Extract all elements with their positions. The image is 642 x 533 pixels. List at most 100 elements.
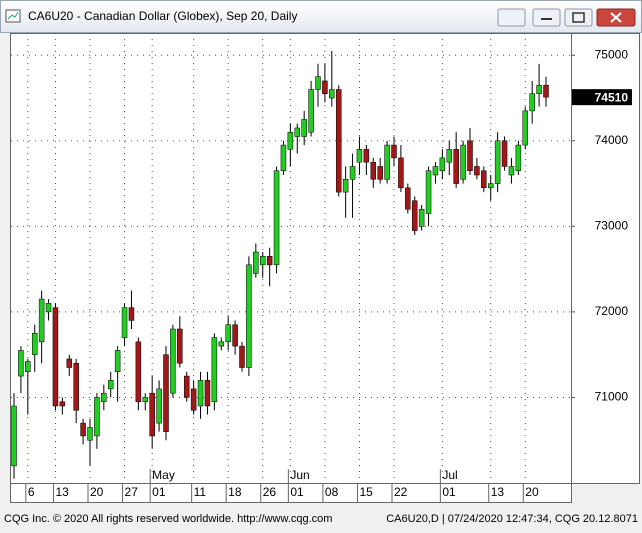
candle-body — [536, 84, 542, 94]
candle-body — [467, 140, 473, 171]
candle-body — [494, 140, 501, 184]
candle-body — [294, 127, 301, 137]
candle-body — [94, 397, 100, 437]
candle-body — [405, 187, 411, 210]
candle-body — [487, 183, 494, 189]
candle-body — [287, 131, 294, 150]
candle-body — [101, 392, 107, 402]
candle-body — [38, 298, 45, 343]
candle-body — [149, 392, 155, 437]
candle-body — [280, 144, 287, 171]
candle-body — [73, 362, 79, 411]
candle-body — [45, 303, 52, 313]
y-tick-label: 72000 — [595, 304, 629, 318]
status-bar — [0, 506, 642, 528]
candle-body — [31, 333, 38, 355]
x-tick-label: 01 — [152, 485, 166, 499]
last-price-label: 74510 — [595, 90, 629, 104]
candle-body — [177, 328, 183, 364]
candle-body — [335, 89, 342, 193]
candle-body — [170, 328, 176, 394]
candle-body — [432, 166, 439, 176]
candle-body — [80, 422, 86, 437]
candle-body — [384, 144, 390, 180]
candle-body — [356, 149, 363, 163]
candle-body — [377, 166, 383, 180]
candle-body — [18, 350, 24, 377]
candle-body — [246, 264, 252, 368]
footer-right: CA6U20,D | 07/24/2020 12:47:34, CQG 20.1… — [386, 513, 638, 525]
candle-body — [453, 149, 459, 184]
candle-body — [273, 170, 280, 266]
maximize-glyph — [572, 12, 585, 23]
x-tick-label: 13 — [55, 485, 69, 499]
candle-body — [87, 427, 93, 441]
y-tick-label: 75000 — [595, 47, 629, 61]
candle-body — [370, 161, 377, 180]
x-axis-panel — [10, 483, 572, 503]
candle-body — [501, 140, 508, 167]
candle-body — [204, 380, 211, 407]
candle-body — [398, 157, 404, 189]
candle-body — [66, 358, 73, 368]
candle-body — [411, 200, 418, 231]
candle-body — [11, 405, 17, 467]
candle-body — [446, 149, 453, 163]
candle-body — [266, 256, 273, 266]
x-tick-label: 6 — [28, 485, 35, 499]
x-tick-label: 08 — [325, 485, 339, 499]
candle-body — [425, 170, 432, 214]
candle-body — [156, 388, 162, 424]
x-tick-label: 18 — [228, 485, 242, 499]
candle-body — [183, 375, 190, 398]
candle-body — [439, 157, 446, 171]
candle-body — [163, 354, 169, 432]
x-tick-label: 11 — [194, 485, 207, 499]
candle-body — [515, 144, 522, 171]
footer-left: CQG Inc. © 2020 All rights reserved worl… — [4, 513, 332, 525]
x-tick-label: 01 — [442, 485, 456, 499]
candle-body — [190, 388, 197, 411]
candle-body — [121, 307, 128, 338]
x-tick-label: 27 — [125, 485, 139, 499]
candle-body — [308, 89, 314, 133]
candle-body — [135, 341, 142, 402]
candle-body — [315, 76, 321, 90]
month-label: Jul — [442, 468, 457, 482]
candle-body — [211, 337, 218, 402]
candle-body — [460, 144, 466, 180]
x-tick-label: 22 — [394, 485, 408, 499]
close-glyph — [610, 12, 622, 23]
candle-body — [142, 397, 149, 402]
candle-body — [225, 324, 231, 343]
maximize-button[interactable] — [564, 8, 593, 27]
candle-body — [391, 144, 397, 159]
y-tick-label: 74000 — [595, 133, 629, 147]
x-tick-label: 13 — [491, 485, 505, 499]
candle-body — [52, 307, 59, 407]
candle-body — [197, 380, 204, 407]
candle-body — [253, 251, 259, 274]
pin-button[interactable] — [497, 8, 526, 27]
y-tick-label: 73000 — [595, 219, 629, 233]
y-axis-panel — [571, 33, 640, 484]
candle-body — [508, 166, 515, 176]
candle-body — [25, 361, 31, 373]
candle-body — [329, 89, 335, 99]
candle-body — [363, 149, 370, 163]
window-title: CA6U20 - Canadian Dollar (Globex), Sep 2… — [28, 9, 297, 23]
x-tick-label: 20 — [90, 485, 104, 499]
x-tick-label: 26 — [263, 485, 277, 499]
candle-body — [218, 341, 225, 347]
last-price-box — [572, 89, 632, 106]
minimize-button[interactable] — [532, 8, 561, 27]
candle-body — [259, 256, 266, 266]
candle-body — [342, 179, 349, 193]
window-icon-line — [7, 11, 19, 20]
candle-body — [128, 307, 135, 321]
x-tick-label: 20 — [525, 485, 539, 499]
candle-body — [481, 170, 487, 189]
candle-body — [418, 208, 425, 227]
candle-body — [107, 380, 114, 390]
